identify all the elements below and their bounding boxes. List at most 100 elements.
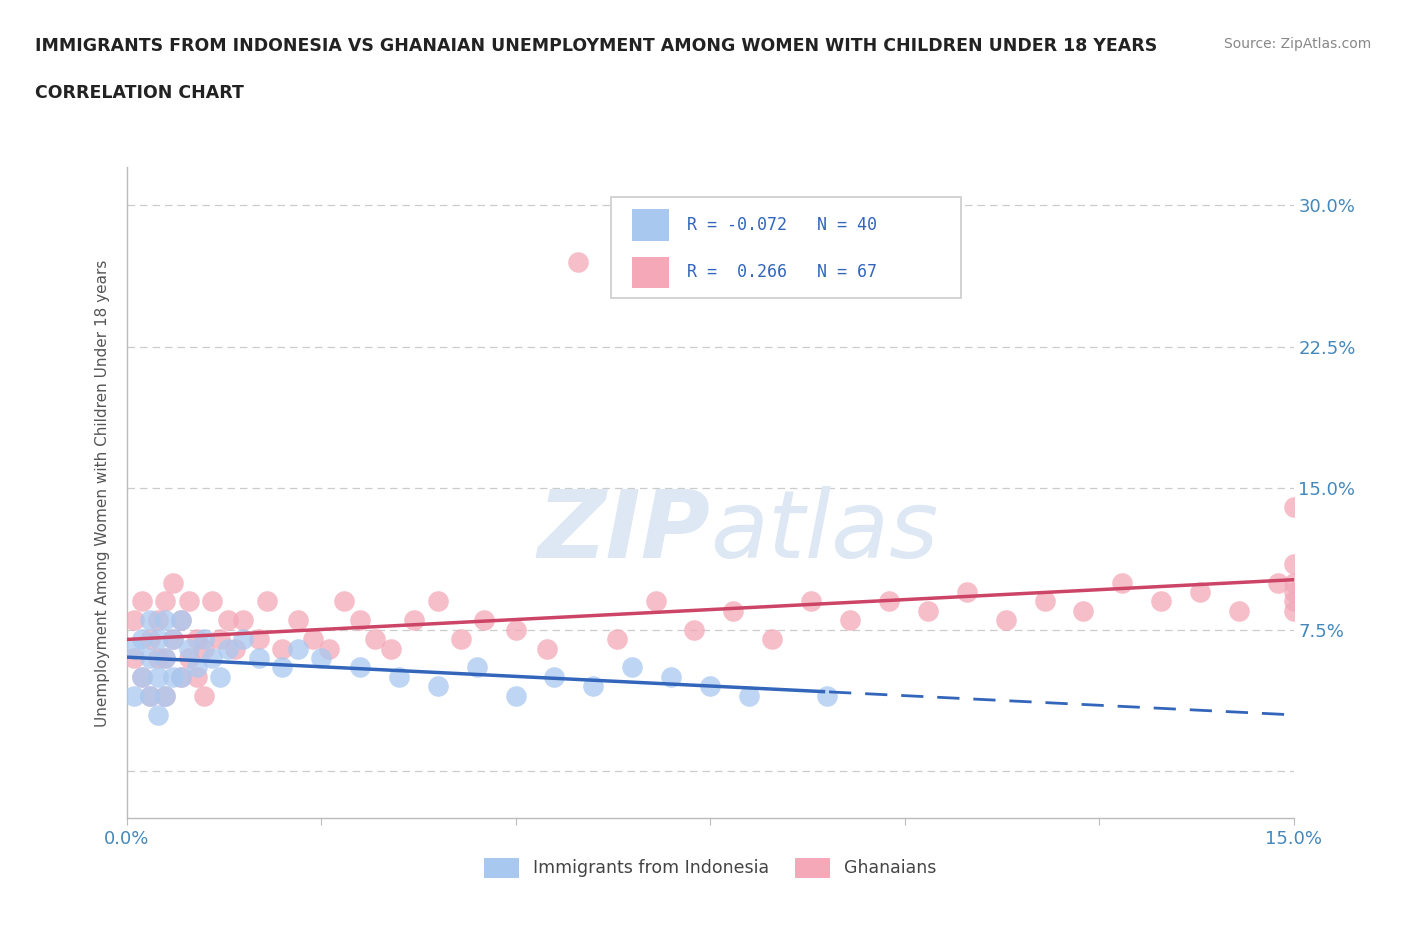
- Text: R = -0.072   N = 40: R = -0.072 N = 40: [686, 216, 877, 234]
- Point: [877, 594, 900, 609]
- Point: [380, 641, 402, 656]
- Point: [146, 613, 169, 628]
- Point: [124, 688, 146, 703]
- Point: [465, 660, 488, 675]
- Point: [162, 670, 184, 684]
- Point: [318, 641, 340, 656]
- Point: [162, 631, 184, 646]
- Point: [146, 707, 169, 722]
- Point: [917, 604, 939, 618]
- Point: [505, 622, 527, 637]
- FancyBboxPatch shape: [610, 197, 960, 298]
- Point: [247, 631, 270, 646]
- FancyBboxPatch shape: [631, 209, 669, 241]
- Point: [186, 670, 208, 684]
- Point: [1282, 594, 1305, 609]
- Point: [155, 688, 177, 703]
- Point: [302, 631, 325, 646]
- Point: [956, 585, 979, 600]
- Point: [287, 641, 309, 656]
- Point: [287, 613, 309, 628]
- Text: ZIP: ZIP: [537, 486, 710, 578]
- Point: [606, 631, 628, 646]
- Point: [699, 679, 721, 694]
- Point: [1073, 604, 1095, 618]
- Point: [155, 613, 177, 628]
- Point: [567, 254, 589, 269]
- Point: [177, 594, 200, 609]
- Point: [364, 631, 387, 646]
- Point: [139, 651, 162, 666]
- Point: [146, 670, 169, 684]
- Text: IMMIGRANTS FROM INDONESIA VS GHANAIAN UNEMPLOYMENT AMONG WOMEN WITH CHILDREN UND: IMMIGRANTS FROM INDONESIA VS GHANAIAN UN…: [35, 37, 1157, 55]
- Point: [146, 651, 169, 666]
- Point: [450, 631, 472, 646]
- Point: [131, 670, 153, 684]
- Point: [474, 613, 496, 628]
- Point: [170, 613, 193, 628]
- Point: [659, 670, 682, 684]
- Point: [1282, 556, 1305, 571]
- Point: [582, 679, 605, 694]
- Point: [404, 613, 426, 628]
- Point: [131, 631, 153, 646]
- Text: CORRELATION CHART: CORRELATION CHART: [35, 84, 245, 101]
- Point: [170, 670, 193, 684]
- Point: [761, 631, 783, 646]
- Y-axis label: Unemployment Among Women with Children Under 18 years: Unemployment Among Women with Children U…: [94, 259, 110, 726]
- Point: [256, 594, 278, 609]
- Point: [1227, 604, 1250, 618]
- Point: [309, 651, 332, 666]
- Point: [170, 670, 193, 684]
- Point: [232, 631, 254, 646]
- Point: [247, 651, 270, 666]
- Point: [994, 613, 1017, 628]
- Point: [271, 641, 294, 656]
- Point: [124, 651, 146, 666]
- Point: [193, 641, 215, 656]
- Point: [139, 688, 162, 703]
- Point: [232, 613, 254, 628]
- Point: [217, 641, 239, 656]
- Point: [131, 670, 153, 684]
- Point: [1282, 499, 1305, 514]
- Point: [193, 688, 215, 703]
- Point: [621, 660, 644, 675]
- Point: [1189, 585, 1212, 600]
- Point: [124, 641, 146, 656]
- Point: [155, 594, 177, 609]
- Point: [177, 641, 200, 656]
- Point: [426, 679, 449, 694]
- Legend: Immigrants from Indonesia, Ghanaians: Immigrants from Indonesia, Ghanaians: [477, 851, 943, 884]
- Point: [349, 613, 371, 628]
- Point: [388, 670, 411, 684]
- Point: [201, 594, 224, 609]
- Point: [155, 651, 177, 666]
- Point: [146, 631, 169, 646]
- Point: [155, 688, 177, 703]
- Point: [162, 575, 184, 590]
- Point: [426, 594, 449, 609]
- Point: [139, 613, 162, 628]
- Point: [193, 631, 215, 646]
- Point: [224, 641, 246, 656]
- Point: [644, 594, 666, 609]
- Point: [201, 651, 224, 666]
- Point: [800, 594, 823, 609]
- Point: [1282, 585, 1305, 600]
- Text: Source: ZipAtlas.com: Source: ZipAtlas.com: [1223, 37, 1371, 51]
- Point: [139, 631, 162, 646]
- Point: [1111, 575, 1133, 590]
- Point: [333, 594, 356, 609]
- Point: [271, 660, 294, 675]
- Point: [208, 670, 231, 684]
- Point: [543, 670, 565, 684]
- Text: R =  0.266   N = 67: R = 0.266 N = 67: [686, 263, 877, 282]
- Point: [536, 641, 558, 656]
- FancyBboxPatch shape: [631, 257, 669, 288]
- Point: [186, 660, 208, 675]
- Point: [208, 631, 231, 646]
- Point: [683, 622, 706, 637]
- Point: [139, 688, 162, 703]
- Point: [1282, 575, 1305, 590]
